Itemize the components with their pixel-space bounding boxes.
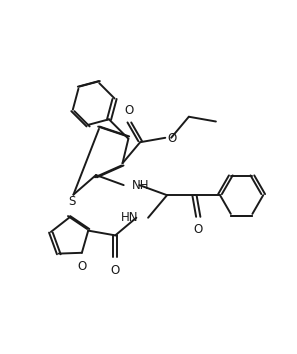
Text: O: O [111,264,120,277]
Text: HN: HN [121,211,138,224]
Text: O: O [77,260,86,273]
Text: S: S [68,195,75,208]
Text: NH: NH [132,179,149,192]
Text: O: O [125,104,134,117]
Text: O: O [194,223,203,236]
Text: O: O [167,132,176,145]
